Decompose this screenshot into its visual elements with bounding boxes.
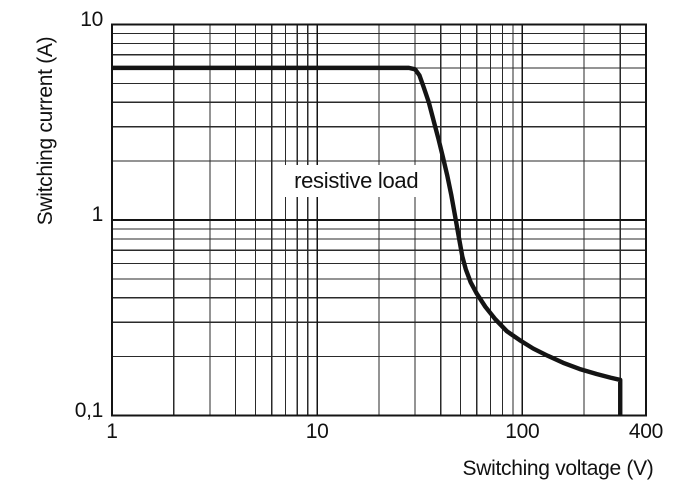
y-tick-label: 0,1 [74,398,104,422]
y-tick-label: 10 [80,7,103,31]
x-tick-label: 400 [628,420,663,443]
curve-annotation: resistive load [282,165,431,198]
grid-group [112,24,646,416]
y-tick-label: 1 [91,203,104,226]
y-axis-title: Switching current (A) [34,36,57,226]
plot-border [111,23,647,417]
x-tick-label: 100 [505,420,540,443]
x-tick-label: 1 [106,420,118,443]
load-curve [112,65,623,416]
x-axis-title: Switching voltage (V) [462,457,654,480]
x-tick-label: 10 [305,420,329,443]
